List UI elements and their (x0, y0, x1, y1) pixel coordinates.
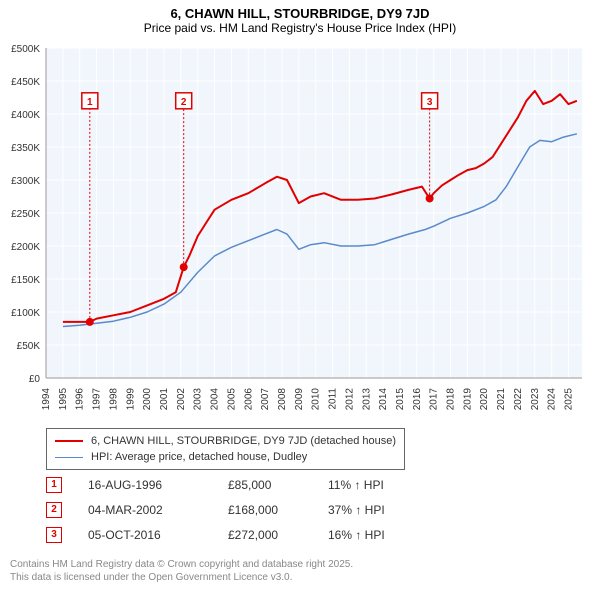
x-tick-label: 2015 (395, 388, 406, 411)
marker-dot (86, 318, 94, 326)
legend-label: 6, CHAWN HILL, STOURBRIDGE, DY9 7JD (det… (91, 435, 396, 447)
attribution-line1: Contains HM Land Registry data © Crown c… (10, 558, 353, 571)
transaction-pct: 16% ↑ HPI (328, 528, 438, 542)
marker-number: 2 (181, 97, 187, 108)
x-tick-label: 2025 (564, 388, 575, 411)
x-tick-label: 1994 (41, 388, 52, 411)
transaction-pct: 11% ↑ HPI (328, 478, 438, 492)
y-tick-label: £500K (11, 44, 40, 55)
x-tick-label: 2017 (429, 388, 440, 411)
y-tick-label: £300K (11, 176, 40, 187)
x-tick-label: 2011 (328, 388, 339, 410)
marker-dot (180, 263, 188, 271)
x-tick-label: 2001 (159, 388, 170, 411)
y-tick-label: £100K (11, 308, 40, 319)
x-tick-label: 2019 (462, 388, 473, 411)
x-tick-label: 2003 (193, 388, 204, 411)
legend-box: 6, CHAWN HILL, STOURBRIDGE, DY9 7JD (det… (46, 428, 405, 470)
y-tick-label: £450K (11, 77, 40, 88)
x-tick-label: 1995 (58, 388, 69, 411)
legend-swatch (55, 440, 83, 442)
transaction-badge: 3 (46, 527, 62, 543)
x-tick-label: 1997 (92, 388, 103, 411)
x-tick-label: 2002 (176, 388, 187, 411)
transaction-pct: 37% ↑ HPI (328, 503, 438, 517)
x-tick-label: 2010 (311, 388, 322, 411)
attribution: Contains HM Land Registry data © Crown c… (10, 558, 353, 584)
x-tick-label: 2021 (496, 388, 507, 411)
transaction-row: 3 05-OCT-2016£272,00016% ↑ HPI (46, 522, 438, 547)
transaction-date: 16-AUG-1996 (88, 478, 228, 492)
legend-row: HPI: Average price, detached house, Dudl… (55, 449, 396, 465)
transaction-row: 1 16-AUG-1996£85,00011% ↑ HPI (46, 472, 438, 497)
legend-label: HPI: Average price, detached house, Dudl… (91, 451, 307, 463)
transaction-price: £168,000 (228, 503, 328, 517)
marker-number: 3 (427, 97, 433, 108)
marker-dot (426, 194, 434, 202)
x-tick-label: 2005 (226, 388, 237, 411)
transaction-date: 05-OCT-2016 (88, 528, 228, 542)
y-tick-label: £400K (11, 110, 40, 121)
x-tick-label: 2024 (547, 388, 558, 411)
x-tick-label: 2023 (530, 388, 541, 411)
y-tick-label: £150K (11, 275, 40, 286)
x-tick-label: 1996 (75, 388, 86, 411)
x-tick-label: 2008 (277, 388, 288, 411)
x-tick-label: 2006 (243, 388, 254, 411)
x-tick-label: 2014 (378, 388, 389, 411)
chart-plot-area: £0£50K£100K£150K£200K£250K£300K£350K£400… (46, 48, 582, 378)
x-tick-label: 2016 (412, 388, 423, 411)
attribution-line2: This data is licensed under the Open Gov… (10, 571, 353, 584)
chart-container: 6, CHAWN HILL, STOURBRIDGE, DY9 7JD Pric… (0, 0, 600, 590)
x-tick-label: 2012 (344, 388, 355, 411)
x-tick-label: 2022 (513, 388, 524, 411)
y-tick-label: £50K (17, 341, 41, 352)
marker-number: 1 (87, 97, 93, 108)
x-tick-label: 2000 (142, 388, 153, 411)
x-tick-label: 1998 (108, 388, 119, 411)
transaction-row: 2 04-MAR-2002£168,00037% ↑ HPI (46, 497, 438, 522)
x-tick-label: 2013 (361, 388, 372, 411)
x-tick-label: 2007 (260, 388, 271, 411)
y-tick-label: £0 (29, 374, 41, 385)
x-tick-label: 1999 (125, 388, 136, 411)
y-tick-label: £200K (11, 242, 40, 253)
series-line (63, 91, 577, 322)
x-tick-label: 2020 (479, 388, 490, 411)
chart-subtitle: Price paid vs. HM Land Registry's House … (0, 21, 600, 39)
transaction-price: £272,000 (228, 528, 328, 542)
legend-swatch (55, 457, 83, 458)
transaction-badge: 1 (46, 477, 62, 493)
chart-title: 6, CHAWN HILL, STOURBRIDGE, DY9 7JD (0, 0, 600, 21)
legend-row: 6, CHAWN HILL, STOURBRIDGE, DY9 7JD (det… (55, 433, 396, 449)
chart-svg: £0£50K£100K£150K£200K£250K£300K£350K£400… (46, 48, 582, 378)
x-tick-label: 2018 (446, 388, 457, 411)
y-tick-label: £250K (11, 209, 40, 220)
y-tick-label: £350K (11, 143, 40, 154)
series-line (63, 134, 577, 327)
x-tick-label: 2009 (294, 388, 305, 411)
transactions-table: 1 16-AUG-1996£85,00011% ↑ HPI 2 04-MAR-2002… (46, 472, 438, 547)
transaction-badge: 2 (46, 502, 62, 518)
transaction-date: 04-MAR-2002 (88, 503, 228, 517)
x-tick-label: 2004 (210, 388, 221, 411)
transaction-price: £85,000 (228, 478, 328, 492)
